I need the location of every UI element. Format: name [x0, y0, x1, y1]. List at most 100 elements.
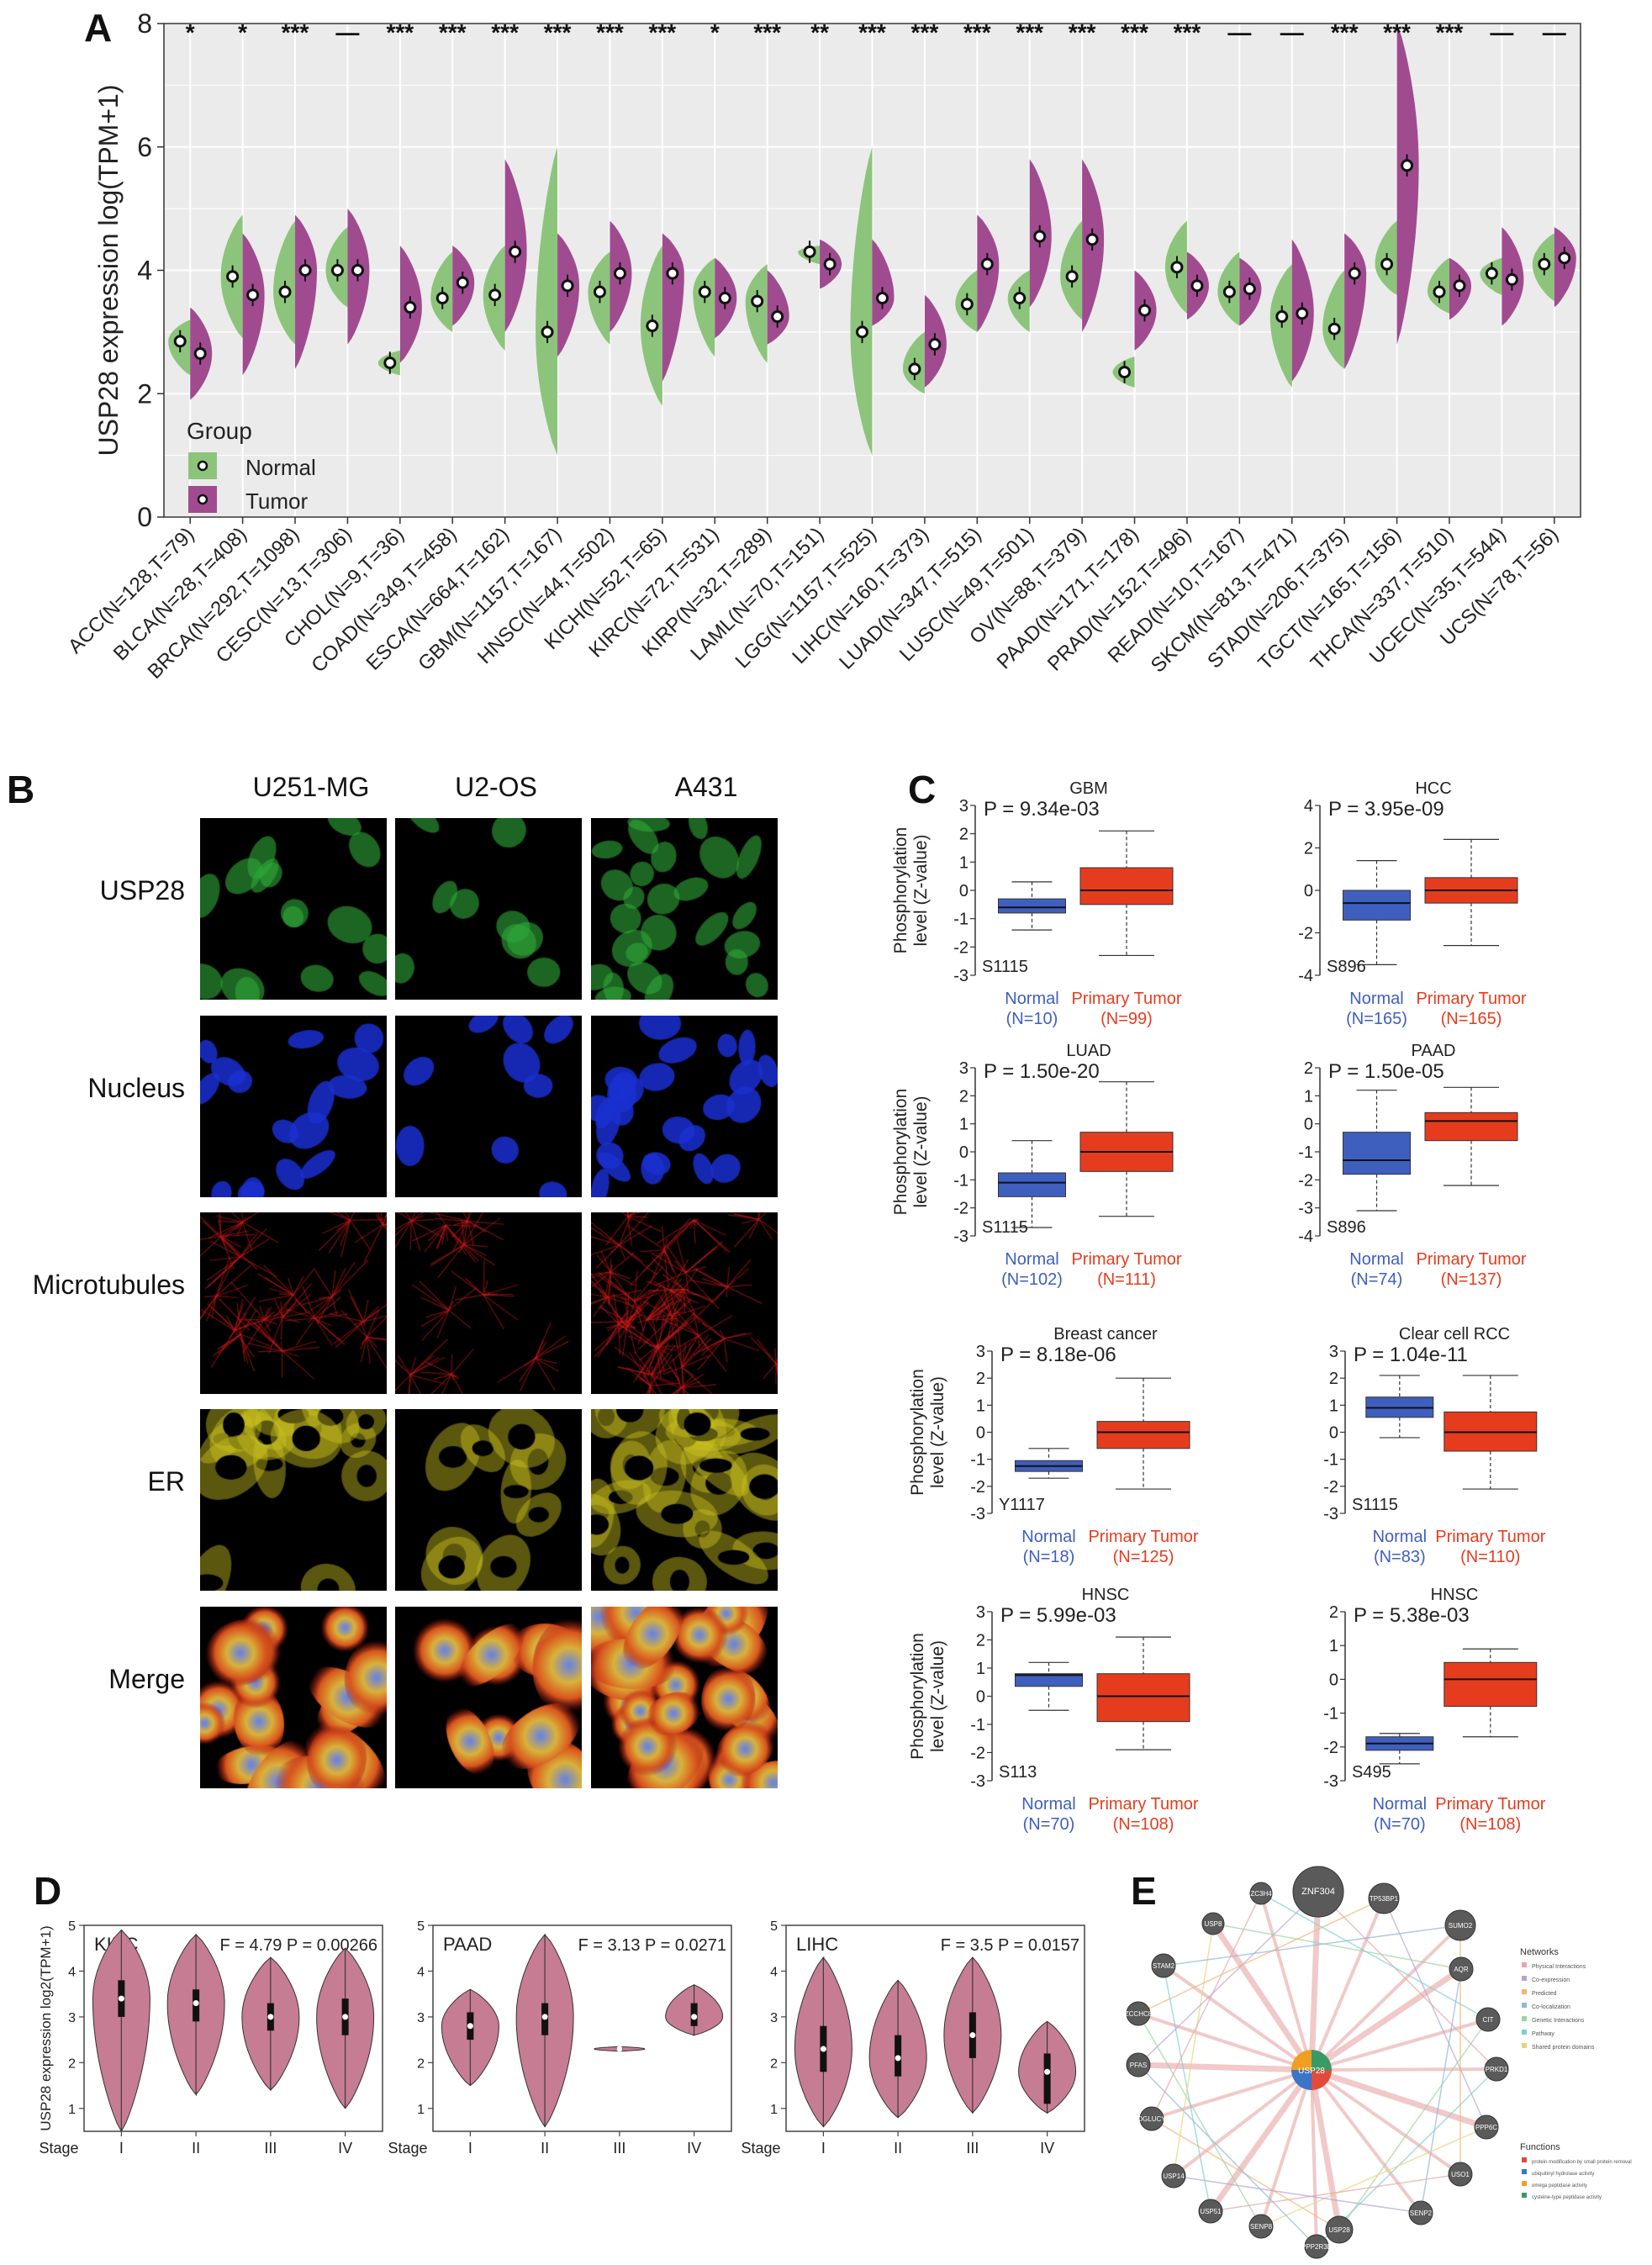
panel-e-edge	[1137, 1891, 1319, 2066]
panel-c-pvalue: P = 5.99e-03	[1000, 1604, 1116, 1627]
panel-e-node	[1444, 1909, 1476, 1941]
panel-b-row-label: ER	[147, 1466, 185, 1497]
panel-d-iqr-bar	[193, 1989, 200, 2022]
panel-a-median-point	[541, 325, 554, 339]
panel-e-edge	[1172, 2068, 1313, 2178]
panel-a-ylabel: USP28 expression log(TPM+1)	[93, 85, 124, 457]
panel-c-site-label: S896	[1327, 958, 1366, 976]
panel-e-node	[1292, 1866, 1344, 1918]
panel-a-median-point	[173, 335, 187, 348]
panel-e-network-swatch	[1522, 2016, 1527, 2021]
panel-a-median-point	[876, 292, 889, 305]
panel-e-node	[1151, 1953, 1176, 1978]
panel-a-significance: *	[238, 19, 247, 45]
panel-b-micrograph	[200, 1409, 387, 1591]
panel-d-violin-left	[316, 1947, 346, 2109]
panel-d-plot-title: LIHC	[796, 1934, 838, 1955]
panel-a-violin-tumor	[872, 239, 895, 326]
panel-c-tumor-label: Primary Tumor	[1416, 990, 1526, 1008]
panel-e-network-label: Genetic Interactions	[1532, 2018, 1585, 2024]
panel-c-ytick-label: 3	[976, 1603, 985, 1622]
panel-a-legend-marker	[197, 460, 208, 472]
panel-c-normal-n: (N=10)	[1006, 1010, 1058, 1028]
panel-e-edge	[1310, 2068, 1422, 2215]
panel-b-row-label: Nucleus	[87, 1073, 185, 1103]
panel-c-ytick-label: -2	[953, 938, 969, 957]
panel-b-micrograph	[200, 1607, 387, 1788]
panel-a-median-point	[509, 245, 522, 258]
panel-label-d: D	[34, 1869, 62, 1913]
panel-b-row-label: Merge	[108, 1664, 185, 1694]
panel-e-node-label: ZC3H4	[1250, 1890, 1272, 1898]
panel-a-median-point	[193, 347, 207, 361]
panel-b-micrograph	[591, 1409, 778, 1591]
panel-a-median-point	[980, 257, 994, 271]
panel-d-violin-right	[345, 1947, 375, 2109]
panel-b-micrograph	[395, 1016, 582, 1197]
panel-a-median-point	[1222, 285, 1236, 298]
panel-e-node-label: SENP2	[1410, 2210, 1433, 2217]
panel-d-violin-left	[794, 1956, 825, 2127]
panel-c-ytick-label: 0	[976, 1424, 985, 1443]
panel-d-median-point	[969, 2032, 976, 2039]
panel-c-ytick-label: -1	[953, 1171, 969, 1190]
panel-c-normal-n: (N=18)	[1023, 1548, 1075, 1566]
panel-e-node	[1368, 1882, 1400, 1914]
panel-e-edge	[1137, 2013, 1262, 2227]
panel-d-median-point	[691, 2014, 698, 2020]
panel-d-violin-right	[693, 1983, 724, 2036]
panel-e-edge	[1311, 2067, 1497, 2072]
panel-c-normal-n: (N=70)	[1023, 1815, 1075, 1834]
panel-c-ytick-label: 4	[1304, 797, 1313, 816]
panel-e-node	[1449, 1956, 1474, 1982]
panel-b-row-label: Microtubules	[32, 1270, 185, 1300]
panel-c-site-label: S113	[999, 1763, 1037, 1782]
panel-d-median-point	[267, 2014, 274, 2020]
panel-a-ytick-label: 6	[137, 132, 152, 162]
panel-d-violin-right	[120, 1929, 150, 2132]
panel-e-edge	[1310, 1898, 1385, 2071]
panel-e-function-swatch	[1522, 2157, 1527, 2162]
panel-e-edge	[1383, 1898, 1487, 2128]
panel-e-edge	[1137, 2062, 1312, 2073]
panel-d-xtick-label: IV	[687, 2140, 701, 2157]
panel-a-median-point	[823, 257, 837, 271]
panel-a-significance: —	[335, 19, 359, 45]
panel-a-median-point	[666, 267, 679, 280]
panel-c-ytick-label: 2	[1329, 1603, 1338, 1622]
panel-d-xtick-label: III	[613, 2140, 625, 2157]
panel-d-median-point	[820, 2046, 826, 2052]
panel-e-node-label: SUMO2	[1449, 1922, 1473, 1930]
panel-d-violin-left	[1018, 2020, 1048, 2115]
panel-a-median-point	[613, 267, 626, 280]
panel-e-node	[1249, 1882, 1273, 1905]
panel-a-median-point	[908, 362, 921, 376]
panel-d-iqr-bar	[541, 2003, 549, 2035]
panel-c-box	[1365, 1736, 1434, 1751]
panel-d-xlabel: Stage	[388, 2140, 427, 2157]
panel-d-violin-left	[868, 1979, 899, 2119]
panel-e-edge	[1173, 1923, 1214, 2177]
panel-c-plot-title: Breast cancer	[1053, 1325, 1158, 1344]
panel-d-iqr-bar	[267, 2003, 274, 2031]
panel-d-violin-right	[195, 1934, 225, 2097]
panel-c-box	[1343, 890, 1411, 921]
panel-b-column-label: U2-OS	[455, 772, 537, 802]
panel-e-edge	[1260, 2126, 1487, 2227]
panel-a-median-point	[1380, 257, 1394, 271]
panel-d-iqr-bar	[341, 1998, 349, 2035]
panel-c-tumor-n: (N=110)	[1460, 1548, 1520, 1566]
panel-c-ylabel-2: level (Z-value)	[911, 1096, 931, 1207]
panel-a-median-point	[1065, 270, 1079, 283]
panel-c-ytick-label: -2	[970, 1478, 985, 1497]
panel-a-median-point	[1243, 282, 1256, 296]
panel-c-ytick-label: -3	[1298, 1200, 1313, 1218]
panel-e-center-segment	[1312, 2050, 1332, 2070]
panel-c-ylabel: Phosphorylation	[891, 1089, 910, 1216]
panel-e-node	[1304, 2234, 1329, 2259]
panel-d-ytick-label: 4	[417, 1965, 425, 1979]
panel-d-plot-title: KIRC	[94, 1934, 139, 1955]
panel-a-significance: ***	[544, 19, 572, 45]
panel-c-ytick-label: 2	[959, 1087, 969, 1106]
